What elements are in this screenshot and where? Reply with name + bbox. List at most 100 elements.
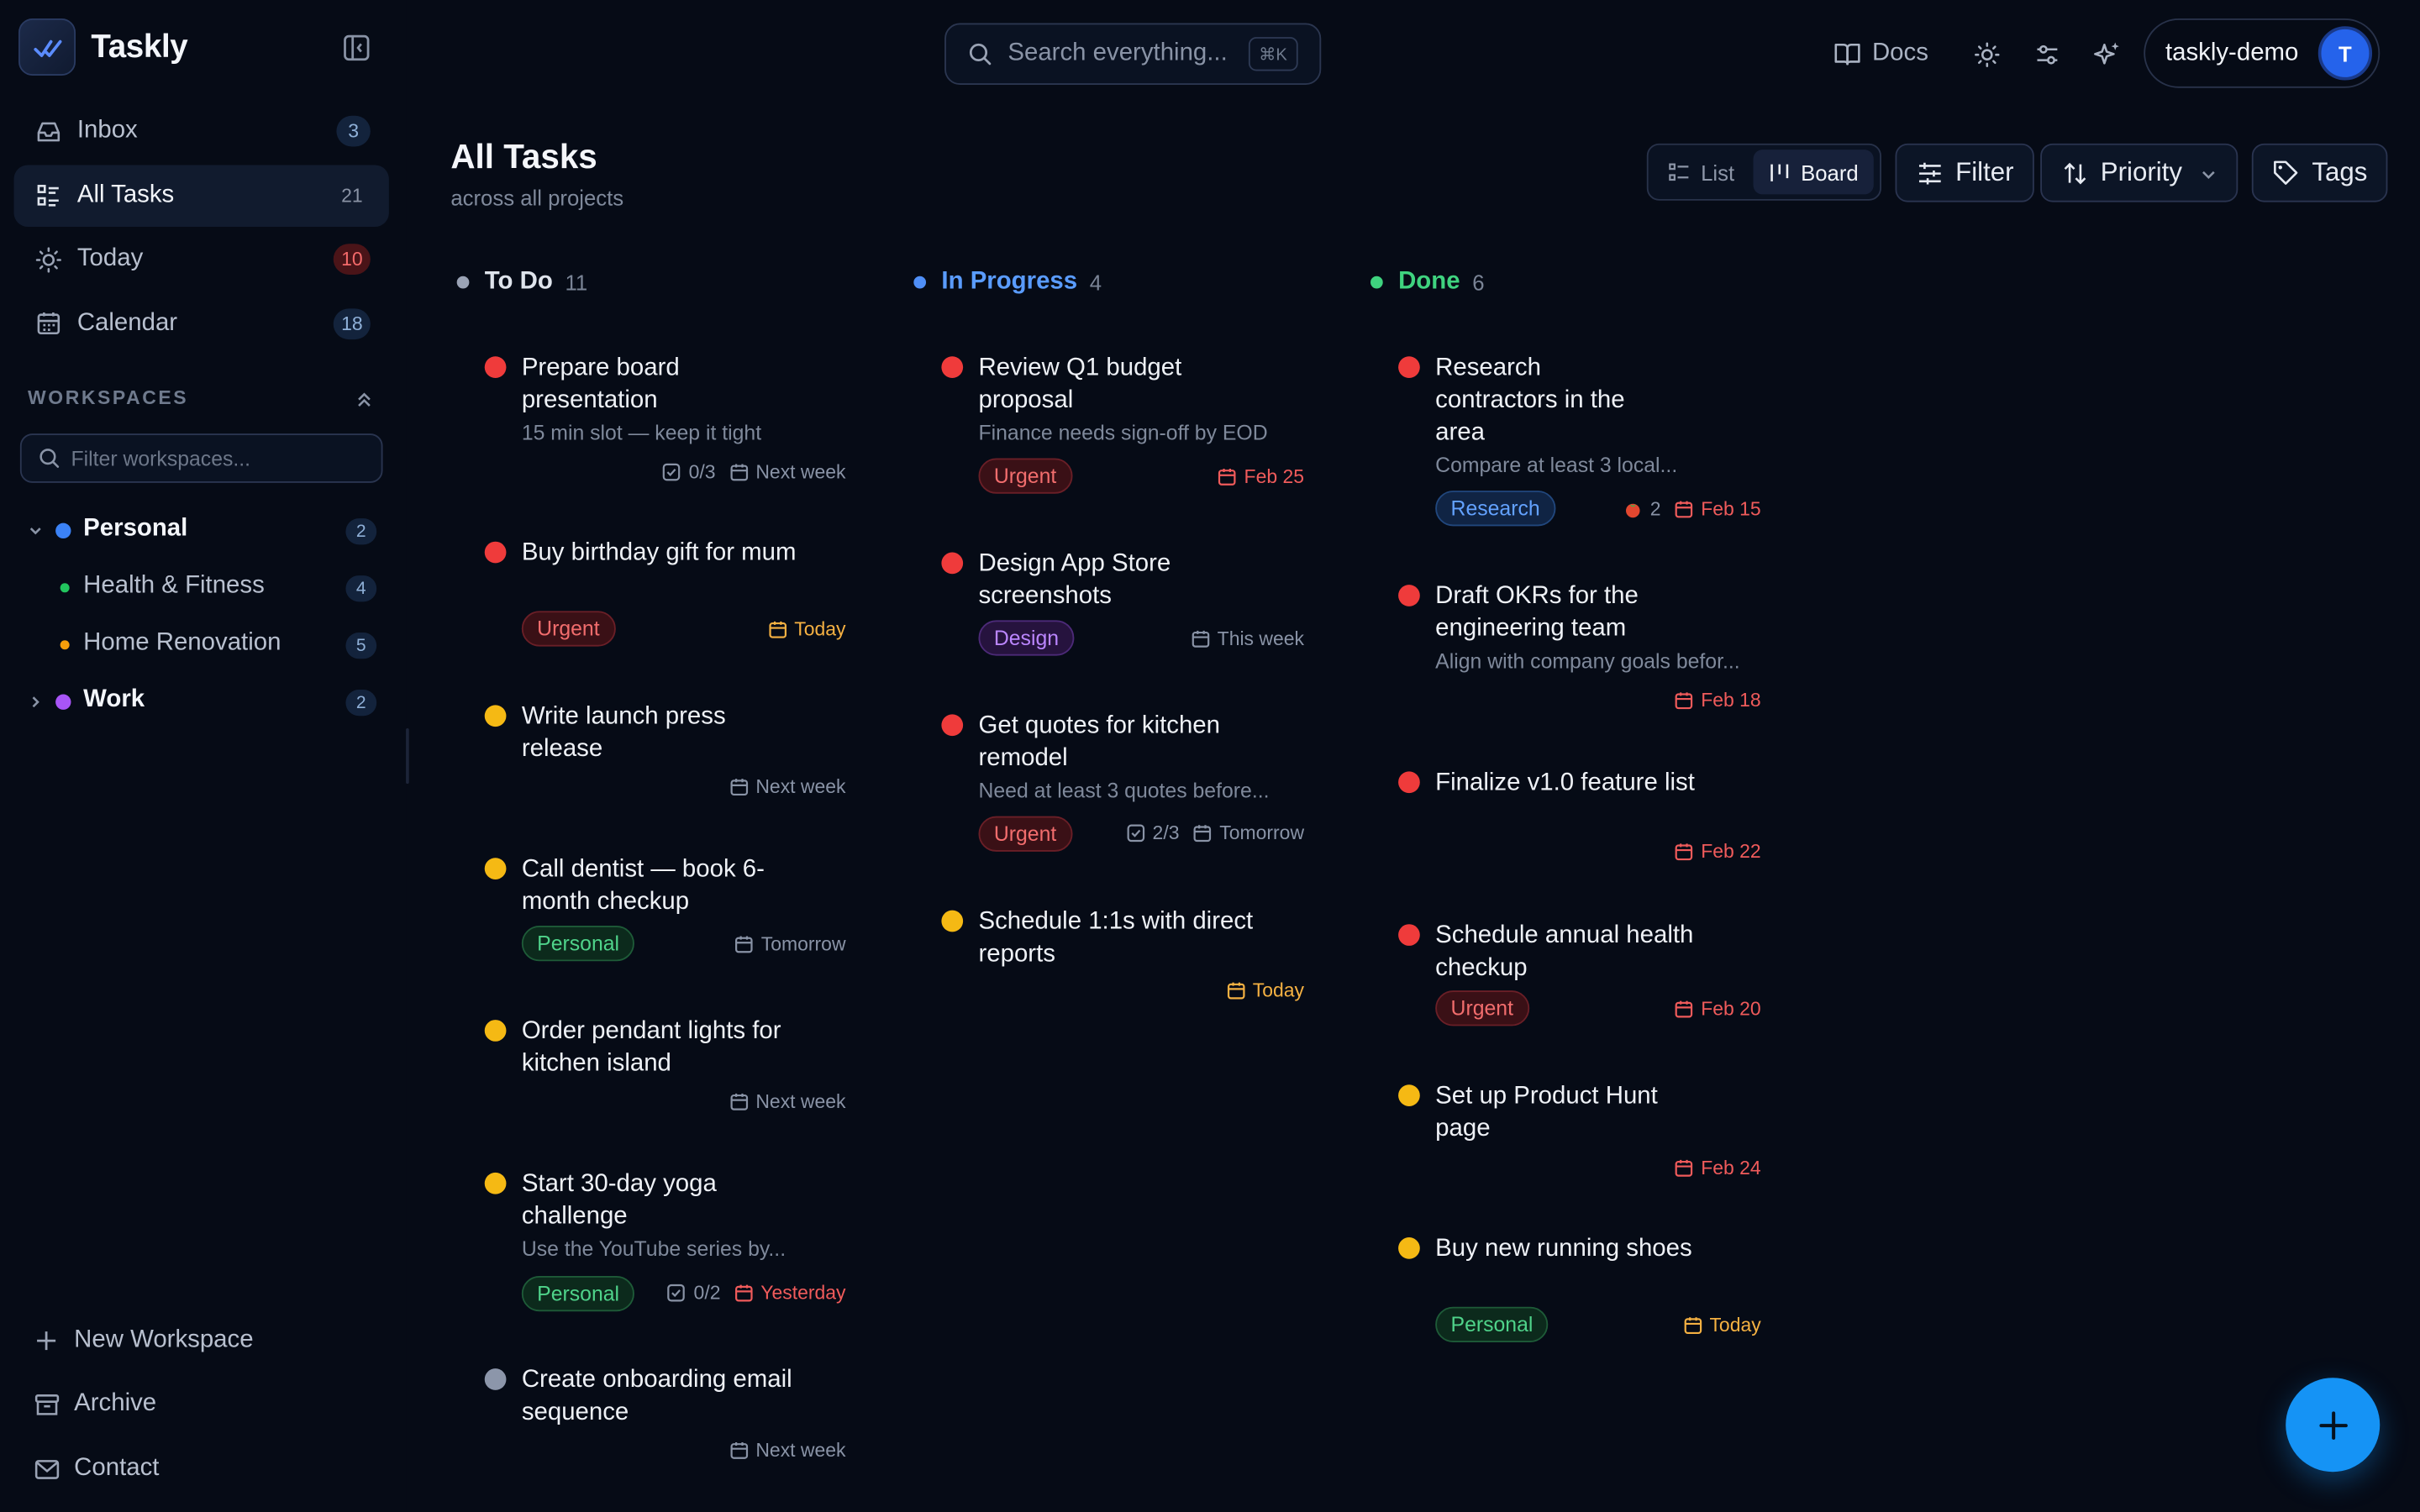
priority-high-dot[interactable] — [941, 714, 964, 737]
filter-button[interactable]: Filter — [1895, 143, 2034, 202]
task-card[interactable]: Draft OKRs for the engineering team Alig… — [1398, 580, 1765, 719]
tag-badge-personal[interactable]: Personal — [1435, 1306, 1549, 1342]
task-meta: Next week — [716, 1436, 846, 1464]
subtask-progress: 2/3 — [1126, 822, 1179, 844]
sidebar-collapse-icon[interactable] — [339, 31, 373, 65]
contact-button[interactable]: Contact — [31, 1446, 386, 1492]
workspace-filter-field[interactable] — [19, 433, 383, 483]
task-card[interactable]: Order pendant lights for kitchen island … — [484, 1016, 852, 1124]
sidebar-resize-handle[interactable] — [406, 727, 409, 785]
task-description: Compare at least 3 local... — [1435, 454, 1678, 477]
filter-label: Filter — [1955, 157, 2014, 187]
tag-badge-urgent[interactable]: Urgent — [521, 611, 615, 647]
task-title: Review Q1 budget proposal — [978, 354, 1182, 414]
task-card[interactable]: Start 30-day yoga challenge Use the YouT… — [484, 1168, 852, 1314]
new-workspace-button[interactable]: New Workspace — [31, 1318, 386, 1364]
task-card[interactable]: Call dentist — book 6-month checkup Pers… — [484, 853, 852, 969]
task-card[interactable]: Write launch press release Next week — [484, 701, 852, 809]
add-task-fab-button[interactable] — [2286, 1378, 2381, 1473]
priority-high-dot[interactable] — [1398, 356, 1420, 379]
user-menu[interactable]: taskly-demo T — [2144, 18, 2381, 88]
due-date: Tomorrow — [1193, 822, 1304, 844]
workspace-item-personal[interactable]: Personal 2 — [0, 511, 386, 551]
nav-item-today[interactable]: Today 10 — [14, 228, 389, 290]
priority-high-dot[interactable] — [484, 541, 507, 564]
task-card[interactable]: Buy birthday gift for mum Urgent Today — [484, 537, 852, 653]
bottom-nav-label: New Workspace — [74, 1326, 254, 1353]
task-card[interactable]: Get quotes for kitchen remodel Need at l… — [941, 710, 1308, 856]
workspace-filter-input[interactable] — [71, 446, 365, 470]
archive-button[interactable]: Archive — [31, 1381, 386, 1427]
workspace-item-work[interactable]: Work 2 — [0, 682, 386, 722]
chevron-right-icon[interactable] — [28, 695, 43, 710]
logo-check-icon — [18, 18, 76, 76]
task-meta: Feb 20 — [1660, 995, 1761, 1023]
tag-badge-research[interactable]: Research — [1435, 491, 1556, 527]
due-date: Feb 25 — [1218, 466, 1304, 487]
global-search[interactable]: Search everything... ⌘K — [944, 23, 1322, 86]
tag-badge-urgent[interactable]: Urgent — [978, 816, 1072, 852]
tag-badge-urgent[interactable]: Urgent — [978, 458, 1072, 494]
bottom-nav-label: Archive — [74, 1389, 157, 1417]
priority-high-dot[interactable] — [941, 356, 964, 379]
due-date: Feb 15 — [1675, 498, 1761, 520]
task-card[interactable]: Finalize v1.0 feature list Feb 22 — [1398, 767, 1765, 875]
tag-badge-urgent[interactable]: Urgent — [1435, 990, 1529, 1026]
task-card[interactable]: Review Q1 budget proposal Finance needs … — [941, 352, 1308, 498]
sparkles-ai-icon[interactable] — [2091, 39, 2123, 70]
priority-low-dot[interactable] — [484, 1368, 507, 1390]
priority-medium-dot[interactable] — [484, 705, 507, 727]
task-card[interactable]: Schedule 1:1s with direct reports Today — [941, 906, 1308, 1014]
workspace-item-health-fitness[interactable]: Health & Fitness 4 — [0, 568, 386, 608]
tag-badge-personal[interactable]: Personal — [521, 1275, 635, 1312]
tag-badge-design[interactable]: Design — [978, 620, 1075, 656]
inbox-icon — [34, 118, 61, 145]
nav-item-calendar[interactable]: Calendar 18 — [14, 292, 389, 354]
chevrons-up-icon[interactable] — [354, 389, 376, 411]
docs-label: Docs — [1871, 39, 1928, 66]
docs-link[interactable]: Docs — [1833, 34, 1928, 74]
nav-item-all-tasks[interactable]: All Tasks 21 — [13, 164, 389, 227]
task-card[interactable]: Buy new running shoes Personal Today — [1398, 1233, 1765, 1349]
subtask-count: 0/3 — [688, 461, 716, 483]
workspace-item-home-renovation[interactable]: Home Renovation 5 — [0, 625, 386, 665]
sort-priority-select[interactable]: Priority — [2040, 143, 2238, 202]
calendar-icon — [1675, 1159, 1693, 1177]
task-title: Order pendant lights for kitchen island — [521, 1018, 781, 1078]
task-card[interactable]: Design App Store screenshots Design This… — [941, 548, 1308, 664]
priority-high-dot[interactable] — [1398, 585, 1420, 606]
priority-high-dot[interactable] — [1398, 924, 1420, 946]
task-card[interactable]: Set up Product Hunt page Feb 24 — [1398, 1080, 1765, 1189]
task-meta: Today — [755, 616, 846, 643]
checkbox-icon — [1127, 824, 1144, 843]
priority-medium-dot[interactable] — [1398, 1237, 1420, 1259]
workspace-count-badge: 5 — [345, 633, 377, 659]
tags-button[interactable]: Tags — [2251, 143, 2388, 202]
task-card[interactable]: Prepare board presentation 15 min slot —… — [484, 352, 852, 491]
task-title: Draft OKRs for the engineering team — [1435, 583, 1639, 643]
view-board-button[interactable]: Board — [1753, 150, 1875, 195]
priority-high-dot[interactable] — [484, 356, 507, 379]
priority-medium-dot[interactable] — [484, 858, 507, 879]
nav-item-inbox[interactable]: Inbox 3 — [14, 100, 389, 161]
status-dot — [913, 276, 927, 289]
settings-sliders-icon[interactable] — [2031, 39, 2062, 70]
theme-toggle-sun-icon[interactable] — [1971, 39, 2002, 70]
brand[interactable]: Taskly — [18, 18, 188, 76]
task-card[interactable]: Research contractors in the area Compare… — [1398, 352, 1765, 529]
priority-medium-dot[interactable] — [1398, 1084, 1420, 1106]
view-list-label: List — [1701, 160, 1735, 185]
priority-high-dot[interactable] — [1398, 771, 1420, 794]
task-card[interactable]: Create onboarding email sequence Next we… — [484, 1364, 852, 1473]
tag-badge-personal[interactable]: Personal — [521, 926, 635, 962]
task-meta: 0/2 Yesterday — [654, 1279, 846, 1307]
view-list-button[interactable]: List — [1653, 150, 1749, 194]
priority-high-dot[interactable] — [941, 552, 964, 575]
priority-medium-dot[interactable] — [941, 910, 964, 932]
task-card[interactable]: Schedule annual health checkup Urgent Fe… — [1398, 920, 1765, 1036]
due-date: Next week — [729, 1091, 846, 1112]
chevron-down-icon[interactable] — [28, 523, 43, 538]
priority-medium-dot[interactable] — [484, 1172, 507, 1194]
due-date: Feb 18 — [1675, 690, 1761, 711]
priority-medium-dot[interactable] — [484, 1020, 507, 1042]
